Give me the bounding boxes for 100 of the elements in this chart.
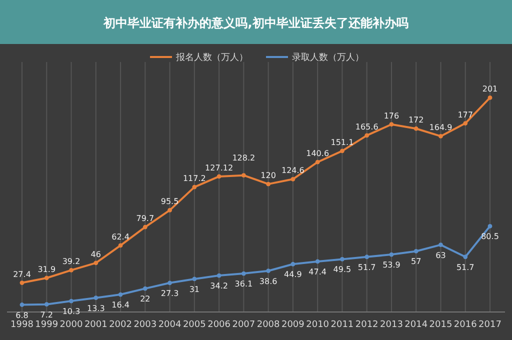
- data-label: 6.8: [16, 310, 28, 320]
- x-tick-label: 2017: [478, 320, 502, 330]
- x-tick-label: 2011: [330, 320, 354, 330]
- data-label: 51.7: [358, 262, 376, 272]
- point: [389, 252, 394, 257]
- data-label: 177: [458, 110, 474, 120]
- point: [488, 224, 492, 228]
- point: [142, 286, 148, 291]
- data-label: 36.1: [234, 280, 253, 289]
- point: [463, 121, 468, 126]
- x-tick-label: 2004: [158, 320, 182, 330]
- point: [168, 280, 172, 286]
- x-tick-label: 2002: [109, 320, 132, 330]
- point: [216, 273, 222, 278]
- data-label: 53.9: [382, 260, 400, 270]
- point: [69, 298, 74, 304]
- point: [340, 257, 344, 262]
- data-label: 124.6: [281, 166, 304, 176]
- data-label: 80.5: [481, 232, 499, 242]
- point: [20, 302, 24, 307]
- point: [192, 276, 197, 282]
- point: [364, 254, 370, 260]
- point: [463, 254, 468, 260]
- point: [315, 259, 320, 264]
- point: [290, 262, 296, 266]
- point: [290, 176, 296, 182]
- x-tick-label: 2007: [232, 320, 256, 330]
- x-tick-label: 2000: [60, 320, 83, 330]
- data-label: 62.4: [112, 232, 130, 242]
- x-tick-label: 1998: [10, 320, 34, 330]
- legend-label: 报名人数（万人）: [175, 52, 248, 63]
- point: [266, 268, 271, 274]
- point: [340, 148, 344, 154]
- point: [192, 184, 197, 190]
- data-label: 31.9: [38, 264, 56, 274]
- x-tick-label: 2005: [182, 320, 206, 330]
- point: [241, 271, 246, 276]
- data-label: 7.2: [40, 310, 53, 320]
- point: [94, 260, 98, 266]
- data-label: 165.6: [355, 122, 378, 132]
- data-label: 120: [260, 171, 276, 180]
- x-tick-label: 2008: [256, 320, 280, 330]
- data-label: 44.9: [284, 270, 302, 280]
- point: [20, 280, 24, 285]
- data-label: 10.3: [62, 307, 80, 316]
- point: [168, 208, 172, 212]
- x-tick-label: 2009: [281, 320, 305, 330]
- point: [241, 173, 246, 178]
- data-label: 39.2: [62, 257, 80, 266]
- data-label: 128.2: [232, 153, 256, 162]
- data-label: 22: [140, 294, 150, 304]
- point: [438, 242, 443, 248]
- data-label: 13.3: [86, 304, 105, 313]
- data-label: 151.1: [330, 138, 354, 147]
- point: [266, 182, 271, 186]
- point: [389, 122, 394, 127]
- data-label: 172: [408, 116, 424, 125]
- point: [216, 174, 222, 179]
- x-tick-label: 2014: [404, 320, 428, 330]
- data-label: 117.2: [182, 174, 206, 184]
- data-label: 27.3: [160, 288, 179, 298]
- point: [69, 268, 74, 272]
- data-label: 140.6: [306, 149, 330, 158]
- data-label: 16.4: [112, 300, 130, 310]
- data-label: 46: [90, 250, 101, 259]
- x-tick-label: 2010: [306, 320, 330, 330]
- data-label: 176: [384, 111, 400, 120]
- point: [44, 276, 49, 280]
- chart-title: 初中毕业证有补办的意义吗,初中毕业证丢失了还能补办吗: [102, 16, 408, 30]
- point: [488, 96, 492, 100]
- x-tick-label: 2013: [380, 320, 403, 330]
- point: [44, 302, 49, 307]
- data-label: 38.6: [259, 276, 278, 286]
- data-label: 27.4: [13, 270, 31, 279]
- point: [118, 243, 123, 248]
- data-label: 34.2: [210, 282, 228, 291]
- data-label: 47.4: [308, 267, 326, 276]
- data-label: 63: [436, 250, 446, 260]
- data-label: 51.7: [456, 262, 474, 272]
- x-tick-label: 2003: [134, 320, 157, 330]
- point: [118, 292, 123, 297]
- x-tick-label: 2001: [84, 320, 108, 330]
- point: [315, 160, 320, 164]
- x-tick-label: 2016: [454, 320, 478, 330]
- data-label: 49.5: [333, 265, 352, 274]
- data-label: 164.9: [429, 123, 452, 132]
- x-tick-label: 2015: [429, 320, 452, 330]
- x-tick-label: 2006: [208, 320, 231, 330]
- point: [142, 224, 148, 230]
- data-label: 201: [482, 84, 498, 94]
- point: [414, 126, 418, 131]
- point: [94, 296, 98, 300]
- data-label: 95.5: [160, 197, 179, 206]
- x-tick-label: 2012: [355, 320, 378, 330]
- point: [364, 133, 370, 138]
- data-label: 57: [411, 257, 422, 266]
- data-label: 127.12: [205, 163, 234, 172]
- point: [414, 249, 418, 254]
- legend-label: 录取人数（万人）: [292, 52, 364, 63]
- point: [438, 134, 443, 138]
